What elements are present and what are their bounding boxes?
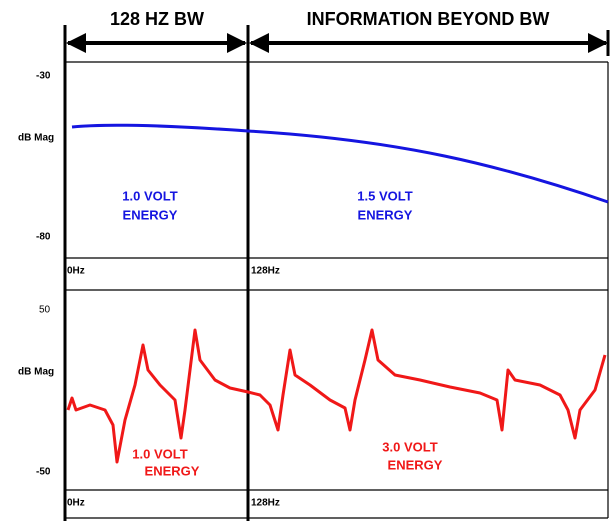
header-right: INFORMATION BEYOND BW	[307, 9, 550, 29]
y-label: dB Mag	[18, 133, 54, 144]
note: 1.0 VOLT	[122, 188, 177, 203]
note: ENERGY	[388, 457, 443, 472]
panel-borders	[65, 61, 609, 519]
blue-curve	[71, 123, 609, 204]
y-top: -30	[36, 71, 51, 82]
header-left: 128 HZ BW	[110, 9, 204, 29]
x-left: 0Hz	[67, 498, 85, 509]
note: ENERGY	[145, 463, 200, 478]
x-mid: 128Hz	[251, 498, 280, 509]
x-mid: 128Hz	[251, 266, 280, 277]
y-bottom: -80	[36, 232, 51, 243]
note: ENERGY	[123, 207, 178, 222]
note: 1.0 VOLT	[132, 446, 187, 461]
y-top: 50	[39, 305, 51, 316]
y-label: dB Mag	[18, 367, 54, 378]
red-curve	[66, 328, 607, 464]
y-bottom: -50	[36, 467, 51, 478]
note: ENERGY	[358, 207, 413, 222]
x-left: 0Hz	[67, 266, 85, 277]
note: 1.5 VOLT	[357, 188, 412, 203]
note: 3.0 VOLT	[382, 439, 437, 454]
